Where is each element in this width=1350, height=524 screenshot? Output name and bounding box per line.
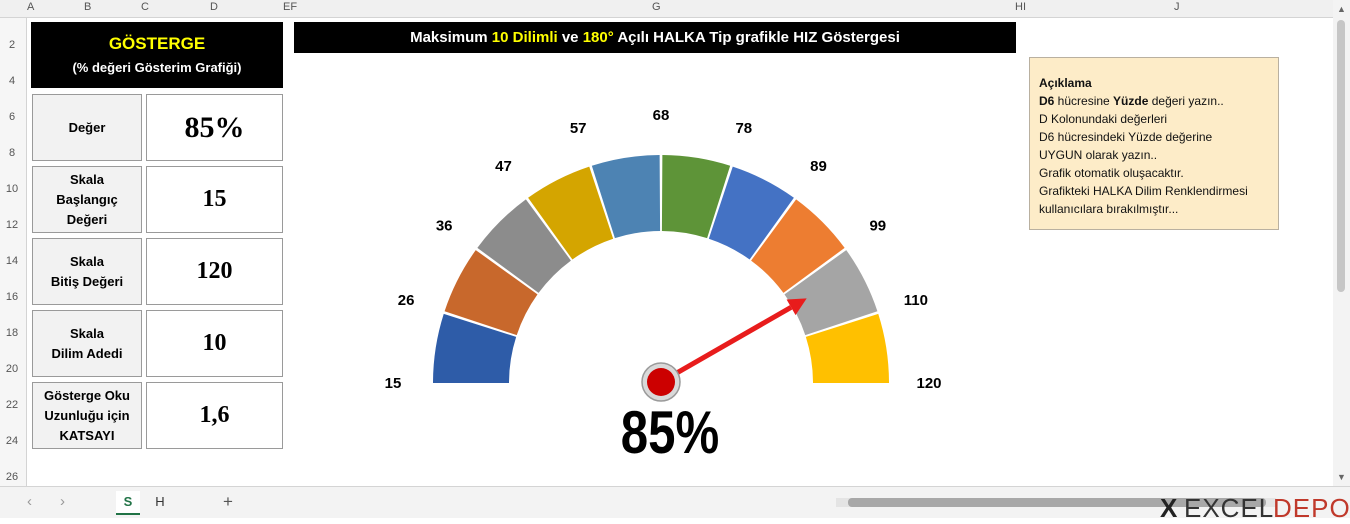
horizontal-scrollbar[interactable] <box>836 498 1276 507</box>
sheet-tab-h[interactable]: H <box>155 494 165 509</box>
row-header[interactable]: 26 <box>5 471 19 483</box>
vertical-scrollbar[interactable]: ▲ ▼ <box>1333 0 1350 486</box>
row-header[interactable]: 10 <box>5 183 19 195</box>
row-header[interactable]: 2 <box>8 39 16 51</box>
panel-subtitle: (% değeri Gösterim Grafiği) <box>72 60 242 75</box>
gauge-tick-label: 78 <box>735 120 752 137</box>
gauge-tick-label: 68 <box>653 107 670 124</box>
column-header-a[interactable]: A <box>27 1 35 13</box>
note-line: Grafikteki HALKA Dilim Renklendirmesi <box>1039 184 1248 198</box>
banner-text: Açılı HALKA Tip grafikle HIZ Göstergesi <box>613 29 900 46</box>
gauge-value-label: 85% <box>621 398 719 466</box>
row-header[interactable]: 8 <box>8 147 16 159</box>
sheet-tab-s[interactable]: S <box>116 491 140 515</box>
brand-logo-mark: X <box>1160 493 1179 523</box>
gauge-tick-label: 47 <box>495 158 512 175</box>
banner-highlight: 180° <box>582 29 614 46</box>
gauge-tick-label: 99 <box>869 217 886 234</box>
sheet-tab-bar: ‹ › S H + X EXCEL DEPO <box>0 486 1350 523</box>
next-sheet-icon[interactable]: › <box>60 493 65 510</box>
brand-logo-text-accent: DEPO <box>1273 493 1350 523</box>
gauge-segment <box>784 250 878 336</box>
column-header-ef[interactable]: EF <box>283 1 298 13</box>
row-header[interactable]: 18 <box>5 327 19 339</box>
gauge-segment <box>528 166 614 260</box>
note-line: Grafik otomatik oluşacaktır. <box>1039 166 1184 180</box>
note-line: D6 hücresine Yüzde değeri yazın.. <box>1039 92 1278 110</box>
note-line: kullanıcılara bırakılmıştır... <box>1039 202 1179 216</box>
gauge-segment <box>477 199 571 293</box>
column-header-j[interactable]: J <box>1174 1 1180 13</box>
row-header[interactable]: 4 <box>8 75 16 87</box>
row-header[interactable]: 20 <box>5 363 19 375</box>
gauge-needle-arrowhead <box>786 298 807 316</box>
column-header-d[interactable]: D <box>210 1 218 13</box>
row-header[interactable]: 22 <box>5 399 19 411</box>
gauge-tick-label: 110 <box>904 292 928 309</box>
note-line: D Kolonundaki değerleri <box>1039 112 1168 126</box>
horizontal-scroll-thumb[interactable] <box>848 498 1266 507</box>
gauge-tick-label: 89 <box>810 158 827 175</box>
row-header[interactable]: 24 <box>5 435 19 447</box>
label-scale-start-cell[interactable]: Skala Başlangıç Değeri <box>32 166 142 233</box>
gauge-tick-label: 57 <box>570 120 587 137</box>
column-header-c[interactable]: C <box>141 1 149 13</box>
banner-text: Maksimum <box>410 29 492 46</box>
label-value-cell[interactable]: Değer <box>32 94 142 161</box>
note-heading: Açıklama <box>1039 76 1092 90</box>
banner-text: ve <box>557 29 583 46</box>
note-line: D6 hücresindeki Yüzde değerine <box>1039 130 1213 144</box>
chart-banner: Maksimum 10 Dilimli ve 180° Açılı HALKA … <box>294 22 1016 53</box>
column-header-hi[interactable]: HI <box>1015 1 1026 13</box>
gauge-needle <box>659 305 793 385</box>
column-header-g[interactable]: G <box>652 1 661 13</box>
gauge-hub <box>647 368 675 396</box>
banner-highlight: 10 Dilimli <box>491 29 558 46</box>
brand-logo-text: EXCEL <box>1184 493 1275 523</box>
label-needle-factor-cell[interactable]: Gösterge Oku Uzunluğu için KATSAYI <box>32 382 142 449</box>
gauge-segment <box>444 250 538 336</box>
note-line: UYGUN olarak yazın.. <box>1039 148 1158 162</box>
row-header-bar: 2 4 6 8 10 12 14 16 18 20 22 24 26 <box>0 18 27 486</box>
gauge-segment <box>661 155 731 239</box>
row-header[interactable]: 6 <box>8 111 16 123</box>
value-cell-segment-count[interactable]: 10 <box>146 310 283 377</box>
vertical-scroll-thumb[interactable] <box>1337 20 1345 292</box>
label-segment-count-cell[interactable]: Skala Dilim Adedi <box>32 310 142 377</box>
column-header-bar: A B C D EF G HI J <box>0 0 1350 18</box>
add-sheet-button[interactable]: + <box>223 492 233 511</box>
instructions-note[interactable]: Açıklama D6 hücresine Yüzde değeri yazın… <box>1029 57 1279 230</box>
panel-title: GÖSTERGE <box>108 34 206 53</box>
note-text: değeri yazın.. <box>1148 94 1224 108</box>
value-cell-percent[interactable]: 85% <box>146 94 283 161</box>
note-bold: Yüzde <box>1113 94 1149 108</box>
gauge-tick-label: 26 <box>398 292 415 309</box>
gauge-segment <box>805 313 889 383</box>
prev-sheet-icon[interactable]: ‹ <box>27 493 32 510</box>
note-text: hücresine <box>1054 94 1114 108</box>
scroll-up-icon[interactable]: ▲ <box>1337 4 1346 14</box>
value-cell-scale-end[interactable]: 120 <box>146 238 283 305</box>
gauge-segment <box>433 313 517 383</box>
label-scale-end-cell[interactable]: Skala Bitiş Değeri <box>32 238 142 305</box>
gauge-segment <box>708 166 794 260</box>
row-header[interactable]: 16 <box>5 291 19 303</box>
gauge-segment <box>591 155 661 239</box>
scroll-down-icon[interactable]: ▼ <box>1337 472 1346 482</box>
value-cell-scale-start[interactable]: 15 <box>146 166 283 233</box>
gauge-tick-label: 120 <box>916 375 941 392</box>
row-header[interactable]: 14 <box>5 255 19 267</box>
panel-header: GÖSTERGE (% değeri Gösterim Grafiği) <box>31 22 283 88</box>
gauge-tick-label: 36 <box>436 217 453 234</box>
value-cell-needle-factor[interactable]: 1,6 <box>146 382 283 449</box>
gauge-segment <box>751 199 845 293</box>
column-header-b[interactable]: B <box>84 1 92 13</box>
row-header[interactable]: 12 <box>5 219 19 231</box>
gauge-tick-label: 15 <box>385 375 402 392</box>
note-bold: D6 <box>1039 94 1055 108</box>
